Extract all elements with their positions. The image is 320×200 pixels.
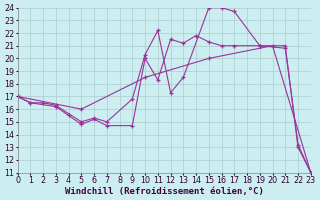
X-axis label: Windchill (Refroidissement éolien,°C): Windchill (Refroidissement éolien,°C) (65, 187, 264, 196)
